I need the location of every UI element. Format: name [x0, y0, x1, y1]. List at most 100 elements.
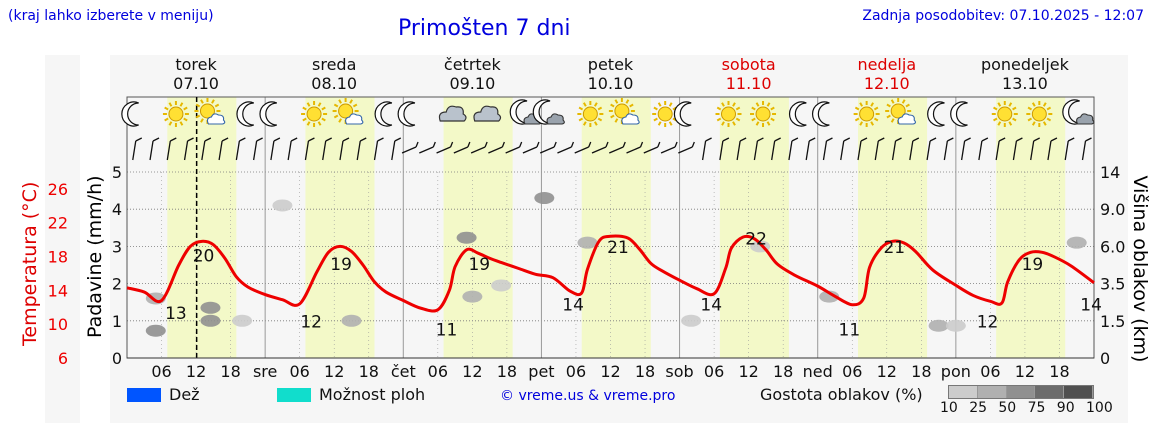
sun-ray: [997, 121, 1002, 126]
credit-link[interactable]: © vreme.us & vreme.pro: [500, 388, 676, 404]
wind-barb-icon: [322, 137, 332, 161]
barb-shaft: [678, 146, 693, 154]
wind-barb-icon: [805, 137, 816, 161]
barb-shaft: [183, 140, 189, 161]
sun-ray: [582, 121, 587, 126]
cloud-patch: [945, 319, 966, 332]
sun-icon: [652, 101, 679, 127]
barb-shaft: [626, 146, 641, 154]
sun-ray: [859, 102, 864, 107]
sun-ray: [890, 118, 895, 123]
wind-barb-icon: [270, 137, 281, 161]
day-name: ponedeljek: [981, 55, 1070, 74]
sun-ray: [886, 103, 891, 108]
cloud-patch: [200, 301, 221, 314]
density-step-label: 75: [1027, 400, 1046, 416]
sun-ray: [732, 102, 736, 107]
density-scale: [948, 385, 1094, 399]
moon-shape: [259, 101, 278, 127]
temp-label: 11: [436, 321, 458, 341]
sun-icon: [1026, 101, 1053, 127]
hour-tick: 18: [359, 362, 379, 381]
wind-barb-icon: [1030, 137, 1040, 161]
density-swatch: [1006, 386, 1036, 398]
hour-tick: 12: [462, 362, 482, 381]
wind-barb-icon: [132, 137, 143, 161]
hour-tick: 18: [220, 362, 240, 381]
barb-feather: [791, 137, 799, 142]
moon-icon: [121, 101, 139, 127]
sun-disc: [168, 106, 184, 122]
cloud-tick: 14: [1100, 163, 1120, 182]
wind-barb-icon: [287, 137, 298, 161]
sun-icon: [162, 101, 189, 127]
temp-label: 19: [330, 255, 352, 275]
barb-feather: [432, 141, 436, 148]
temp-tick: 18: [48, 248, 68, 267]
wind-barb-icon: [453, 141, 471, 154]
barb-shaft: [453, 146, 469, 154]
barb-shaft: [218, 140, 223, 161]
barb-shaft: [356, 140, 361, 161]
density-scale-labels: 10 25 50 75 90 100: [940, 400, 1113, 418]
barb-shaft: [522, 146, 538, 154]
small-cloud: [546, 113, 565, 125]
sun-icon: [853, 101, 880, 127]
barb-feather: [808, 137, 816, 142]
sun-disc: [306, 106, 322, 122]
density-swatch: [1035, 386, 1065, 398]
barb-shaft: [1064, 140, 1069, 161]
sun-ray: [195, 103, 201, 108]
sun-disc: [720, 106, 736, 122]
barb-feather: [895, 137, 902, 142]
wind-barb-icon: [183, 137, 194, 161]
wind-barb-icon: [840, 137, 851, 161]
moon-icon: [927, 101, 945, 127]
temp-label: 21: [883, 238, 905, 258]
small-cloud: [345, 113, 364, 125]
moon-shape: [673, 101, 692, 127]
barb-feather: [1016, 137, 1023, 142]
barb-feather: [622, 141, 626, 148]
hour-tick: 12: [324, 362, 344, 381]
sun-ray: [854, 117, 860, 122]
temp-label: 22: [745, 230, 767, 250]
daylight-band: [996, 97, 1066, 358]
cloud-patch: [341, 314, 362, 327]
sun-icon: [715, 101, 742, 127]
barb-feather: [1033, 137, 1040, 142]
sun-ray: [653, 106, 658, 111]
sun-disc: [1031, 106, 1047, 122]
temp-label: 12: [977, 312, 999, 332]
sun-disc: [890, 103, 906, 119]
barb-shaft: [1047, 140, 1052, 161]
sun-disc: [997, 106, 1013, 122]
cloud-shape: [473, 105, 502, 122]
temperature-series: 13 20 12 19 11 19 14 21 14 22 11 21 12 19 14: [126, 230, 1102, 341]
cloud-shape: [438, 105, 467, 122]
barb-shaft: [304, 140, 310, 161]
barb-feather: [221, 137, 229, 142]
cloud-tick: 9.0: [1100, 200, 1125, 219]
wind-barb-icon: [252, 137, 263, 161]
sun-ray: [1031, 121, 1036, 126]
barb-feather: [657, 141, 661, 148]
temp-label: 12: [300, 312, 322, 332]
sun-ray: [766, 121, 771, 126]
barb-feather: [860, 137, 868, 142]
cloud-patch: [928, 319, 949, 332]
barb-shaft: [391, 140, 396, 161]
barb-shaft: [995, 140, 1000, 161]
wind-barb-icon: [978, 137, 989, 161]
wind-barb-icon: [678, 141, 695, 154]
barb-shaft: [201, 140, 206, 161]
moon-shape: [374, 101, 393, 127]
sun-cloud-icon: [608, 98, 640, 125]
sun-icon: [991, 101, 1018, 127]
sun-ray: [578, 117, 584, 122]
small-cloud: [897, 113, 916, 125]
cloud-icon: [438, 105, 467, 122]
wind-barb-icon: [149, 137, 160, 161]
barb-feather: [290, 137, 298, 142]
barb-shaft: [235, 140, 241, 161]
